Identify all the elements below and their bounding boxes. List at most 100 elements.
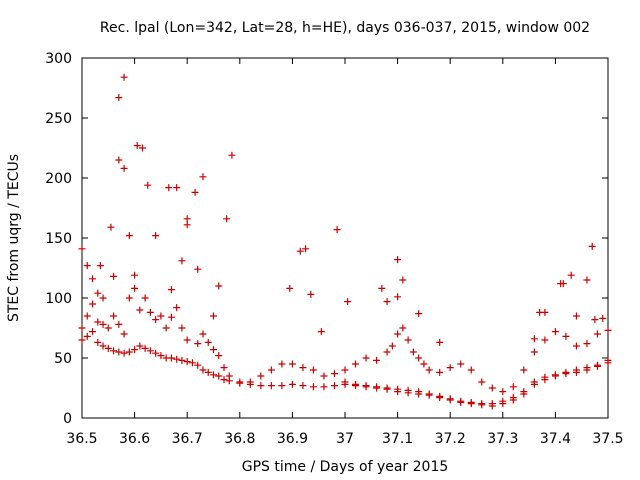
data-point — [220, 364, 228, 372]
data-point — [436, 392, 444, 400]
data-point — [288, 360, 296, 368]
data-point — [83, 262, 91, 270]
data-point — [299, 364, 307, 372]
data-point — [317, 328, 325, 336]
data-point — [146, 347, 154, 355]
data-point — [562, 332, 570, 340]
data-point — [144, 181, 152, 189]
y-tick-label: 50 — [54, 351, 72, 367]
data-point — [425, 390, 433, 398]
data-point — [110, 312, 118, 320]
data-point — [320, 383, 328, 391]
data-point — [530, 348, 538, 356]
data-point — [120, 349, 128, 357]
data-point — [115, 156, 123, 164]
data-point — [286, 284, 294, 292]
data-point — [104, 324, 112, 332]
data-point — [204, 338, 212, 346]
data-point — [204, 368, 212, 376]
data-point — [467, 398, 475, 406]
x-tick-label: 37 — [336, 431, 354, 447]
data-point — [551, 328, 559, 336]
data-point — [296, 247, 304, 255]
data-point — [194, 265, 202, 273]
data-point — [162, 324, 170, 332]
data-point — [115, 320, 123, 328]
data-point — [409, 348, 417, 356]
x-tick-label: 37.4 — [540, 431, 571, 447]
data-point — [344, 298, 352, 306]
data-point — [383, 298, 391, 306]
data-point — [94, 289, 102, 297]
series-3 — [341, 356, 612, 408]
y-tick-label: 150 — [45, 231, 72, 247]
x-tick-label: 36.5 — [66, 431, 97, 447]
data-point — [341, 378, 349, 386]
data-point — [99, 320, 107, 328]
data-point — [299, 382, 307, 390]
data-point — [157, 312, 165, 320]
data-point — [551, 371, 559, 379]
data-point — [89, 275, 97, 283]
data-point — [399, 276, 407, 284]
x-tick-label: 37.3 — [487, 431, 518, 447]
data-point — [467, 366, 475, 374]
data-point — [199, 366, 207, 374]
y-tick-label: 100 — [45, 291, 72, 307]
data-point — [499, 388, 507, 396]
data-point — [457, 360, 465, 368]
data-point — [220, 376, 228, 384]
data-point — [559, 280, 567, 288]
data-point — [141, 344, 149, 352]
data-point — [436, 368, 444, 376]
data-point — [394, 330, 402, 338]
data-point — [415, 354, 423, 362]
data-point — [131, 346, 139, 354]
data-point — [572, 312, 580, 320]
data-point — [136, 306, 144, 314]
series-0 — [78, 73, 607, 346]
data-point — [131, 271, 139, 279]
data-point — [373, 356, 381, 364]
data-point — [572, 342, 580, 350]
data-point — [509, 394, 517, 402]
data-point — [236, 379, 244, 387]
data-point — [215, 282, 223, 290]
data-point — [194, 361, 202, 369]
data-point — [562, 368, 570, 376]
chart-title: Rec. lpal (Lon=342, Lat=28, h=HE), days … — [100, 20, 590, 36]
data-point — [210, 346, 217, 354]
data-point — [404, 336, 412, 344]
data-point — [157, 352, 165, 360]
data-point — [588, 242, 596, 250]
data-point — [330, 370, 338, 378]
data-point — [330, 382, 338, 390]
x-tick-label: 37.2 — [435, 431, 466, 447]
data-point — [146, 308, 154, 316]
data-point — [210, 312, 217, 320]
data-point — [183, 221, 191, 229]
data-point — [478, 378, 486, 386]
data-point — [96, 262, 104, 270]
data-point — [183, 336, 191, 344]
data-point — [267, 382, 275, 390]
plot-border — [81, 57, 609, 419]
data-point — [530, 335, 538, 343]
data-point — [604, 326, 612, 334]
data-point — [541, 308, 549, 316]
data-point — [604, 356, 612, 364]
data-point — [225, 377, 233, 385]
data-point — [152, 316, 160, 324]
x-tick-label: 37.5 — [592, 431, 623, 447]
data-point — [541, 336, 549, 344]
data-point — [257, 372, 265, 380]
data-point — [583, 276, 591, 284]
data-point — [131, 284, 139, 292]
data-point — [99, 342, 107, 350]
data-point — [415, 310, 423, 318]
x-tick-label: 36.7 — [172, 431, 203, 447]
data-point — [152, 232, 160, 240]
x-tick-label: 36.6 — [119, 431, 150, 447]
data-point — [404, 386, 412, 394]
data-point — [152, 349, 160, 357]
